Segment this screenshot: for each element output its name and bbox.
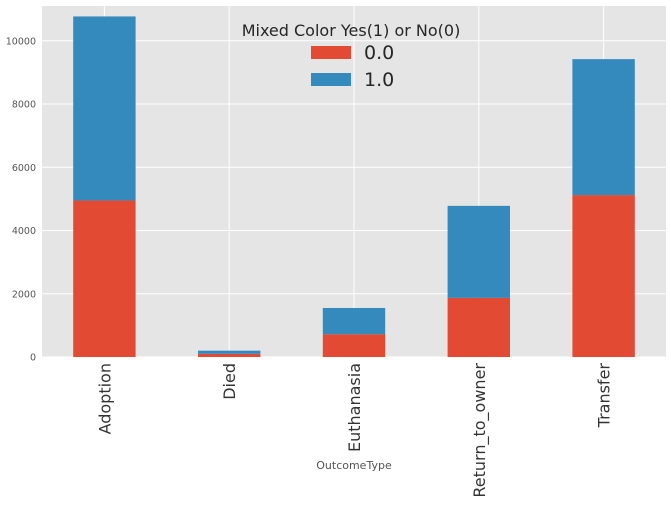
y-tick-label: 0 bbox=[30, 353, 36, 364]
y-tick-label: 6000 bbox=[12, 163, 36, 174]
bar-euthanasia-series-1 bbox=[322, 307, 386, 335]
bars bbox=[73, 16, 635, 357]
x-tick-label: Return_to_owner bbox=[470, 363, 490, 498]
x-tick-label: Euthanasia bbox=[345, 363, 364, 452]
legend-swatch-series-1 bbox=[311, 73, 351, 86]
y-tick-label: 10000 bbox=[6, 36, 36, 47]
legend-title: Mixed Color Yes(1) or No(0) bbox=[242, 21, 461, 40]
legend-label-series-0: 0.0 bbox=[364, 42, 394, 64]
bar-transfer-series-1 bbox=[572, 59, 635, 196]
y-tick-label: 4000 bbox=[12, 226, 36, 237]
bar-died-series-1 bbox=[198, 350, 261, 354]
bar-adoption-series-1 bbox=[73, 16, 136, 201]
bar-died-series-0 bbox=[198, 353, 261, 357]
x-tick-labels: Adoption Died Euthanasia Return_to_owner Tra… bbox=[95, 363, 613, 498]
bar-euthanasia-series-0 bbox=[322, 334, 386, 357]
y-tick-label: 8000 bbox=[12, 100, 36, 111]
legend: Mixed Color Yes(1) or No(0) 0.0 1.0 bbox=[242, 21, 461, 91]
bar-transfer-series-0 bbox=[572, 195, 635, 357]
bar-return-to-owner-series-0 bbox=[447, 297, 510, 357]
x-tick-label: Died bbox=[220, 363, 239, 400]
x-axis-label: OutcomeType bbox=[316, 459, 392, 472]
y-tick-label: 2000 bbox=[12, 289, 36, 300]
x-tick-label: Adoption bbox=[95, 363, 114, 434]
legend-swatch-series-0 bbox=[311, 46, 351, 59]
bar-return-to-owner-series-1 bbox=[447, 205, 510, 298]
bar-adoption-series-0 bbox=[73, 200, 136, 357]
y-tick-labels: 0 2000 4000 6000 8000 10000 bbox=[6, 36, 36, 363]
x-tick-label: Transfer bbox=[595, 363, 614, 429]
legend-label-series-1: 1.0 bbox=[364, 69, 394, 91]
